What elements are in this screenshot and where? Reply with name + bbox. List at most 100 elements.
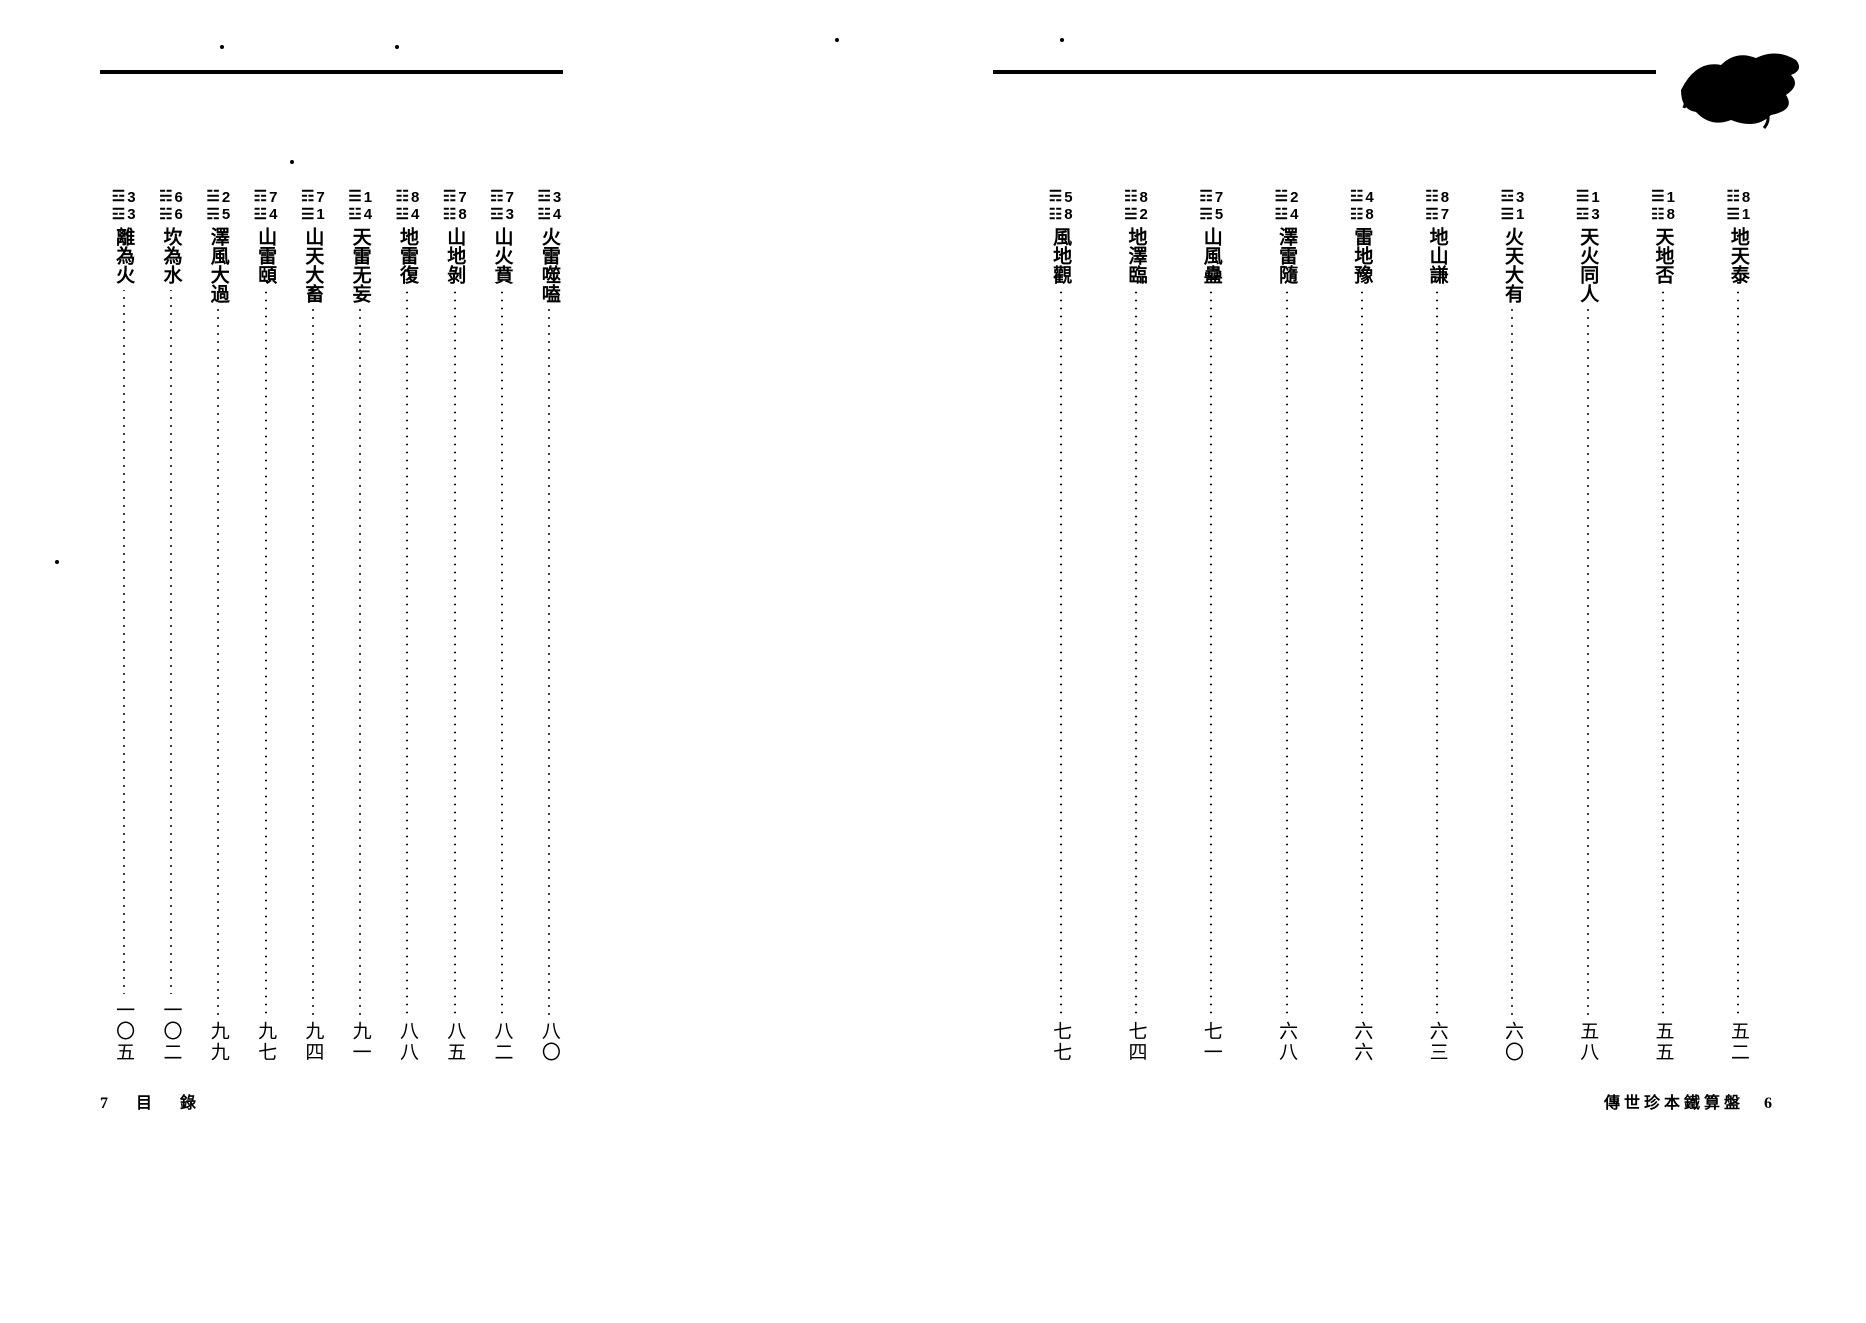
- page-number: 九九: [209, 1021, 228, 1063]
- trigram-num-upper: 1: [364, 190, 372, 206]
- hexagram-name: 山地剝: [445, 227, 464, 284]
- hexagram-symbol: ☶☰ 71: [301, 190, 325, 223]
- hexagram-name: 地雷復: [398, 227, 417, 284]
- dragon-ornament-icon: [1676, 40, 1806, 135]
- folio-right: 傳世珍本鐵算盤 6: [1604, 1089, 1776, 1113]
- trigram-lower: ☷: [1049, 208, 1062, 223]
- scan-speck: [290, 160, 294, 164]
- trigram-upper: ☰: [1576, 190, 1589, 205]
- dotted-leader: [170, 290, 172, 994]
- hexagram-name: 地澤臨: [1126, 227, 1145, 284]
- trigram-lower: ☷: [1651, 208, 1664, 223]
- trigram-upper: ☷: [396, 190, 409, 205]
- trigram-upper: ☶: [1199, 190, 1212, 205]
- hexagram-symbol: ☳☷ 48: [1350, 190, 1374, 223]
- hexagram-name: 山天大畜: [303, 227, 322, 303]
- toc-entry: ☱☴ 25 澤風大過 九九: [195, 190, 242, 1063]
- dotted-leader: [1737, 290, 1739, 1015]
- hexagram-symbol: ☲ ☲ 33: [112, 190, 136, 223]
- trigram-lower: ☲: [112, 208, 125, 223]
- trigram-num-lower: 4: [269, 207, 277, 223]
- dotted-leader: [1060, 290, 1062, 1015]
- trigram-upper: ☵: [159, 190, 172, 205]
- trigram-lower: ☱: [1124, 208, 1137, 223]
- hexagram-name: 風地觀: [1051, 227, 1070, 284]
- scan-speck: [1060, 38, 1064, 42]
- hexagram-symbol: ☲☰ 31: [1501, 190, 1525, 223]
- trigram-num-upper: 2: [1290, 190, 1298, 206]
- hexagram-symbol: ☲ ☳ 34: [537, 190, 561, 223]
- trigram-num-lower: 1: [1516, 207, 1524, 223]
- dotted-leader: [1135, 290, 1137, 1015]
- trigram-num-lower: 5: [1215, 207, 1223, 223]
- trigram-lower: ☳: [396, 208, 409, 223]
- trigram-num-lower: 1: [316, 207, 324, 223]
- hexagram-name: 山風蠱: [1202, 227, 1221, 284]
- trigram-upper: ☲: [112, 190, 125, 205]
- trigram-num-upper: 7: [316, 190, 324, 206]
- trigram-lower: ☳: [537, 208, 550, 223]
- trigram-lower: ☴: [1199, 208, 1212, 223]
- toc-entry: ☶☷ 78 山地剝 八五: [431, 190, 478, 1063]
- dotted-leader: [1511, 309, 1513, 1015]
- trigram-upper: ☶: [443, 190, 456, 205]
- trigram-num-upper: 3: [127, 190, 135, 206]
- trigram-num-upper: 3: [553, 190, 561, 206]
- toc-entry: ☱☳ 24 澤雷隨 六八: [1249, 190, 1324, 1063]
- trigram-lower: ☴: [206, 208, 219, 223]
- hexagram-name: 地天泰: [1729, 227, 1748, 284]
- trigram-num-lower: 4: [553, 207, 561, 223]
- trigram-num-upper: 6: [175, 190, 183, 206]
- page-number: 七四: [1126, 1021, 1145, 1063]
- trigram-upper: ☰: [348, 190, 361, 205]
- trigram-upper: ☲: [537, 190, 550, 205]
- dotted-leader: [1436, 290, 1438, 1015]
- hexagram-symbol: ☵☵ 66: [159, 190, 183, 223]
- dotted-leader: [312, 309, 314, 1015]
- hexagram-name: 地山謙: [1428, 227, 1447, 284]
- trigram-num-lower: 3: [506, 207, 514, 223]
- hexagram-symbol: ☱☴ 25: [206, 190, 230, 223]
- toc-entry: ☶☴ 75 山風蠱 七一: [1174, 190, 1249, 1063]
- scan-speck: [395, 45, 399, 49]
- trigram-upper: ☶: [254, 190, 267, 205]
- trigram-num-lower: 5: [222, 207, 230, 223]
- trigram-num-lower: 8: [1365, 207, 1373, 223]
- trigram-lower: ☳: [1275, 208, 1288, 223]
- toc-entry: ☷☱ 82 地澤臨 七四: [1098, 190, 1173, 1063]
- trigram-num-upper: 8: [1441, 190, 1449, 206]
- page-number: 五八: [1578, 1021, 1597, 1063]
- trigram-upper: ☲: [1501, 190, 1514, 205]
- trigram-upper: ☴: [1049, 190, 1062, 205]
- hexagram-symbol: ☰☳ 14: [348, 190, 372, 223]
- page-number: 六八: [1277, 1021, 1296, 1063]
- hexagram-name: 火雷噬嗑: [540, 227, 559, 303]
- trigram-num-upper: 7: [458, 190, 466, 206]
- trigram-num-lower: 3: [1591, 207, 1599, 223]
- trigram-num-lower: 6: [175, 207, 183, 223]
- hexagram-name: 山火賁: [493, 227, 512, 284]
- toc-entry: ☰☲ 13 天火同人 五八: [1550, 190, 1625, 1063]
- toc-entry: ☴☷ 58 風地觀 七七: [1023, 190, 1098, 1063]
- hexagram-name: 離為火: [114, 227, 133, 284]
- scan-speck: [835, 38, 839, 42]
- trigram-num-lower: 3: [127, 207, 135, 223]
- page-number: 六六: [1352, 1021, 1371, 1063]
- page-number: 八〇: [540, 1021, 559, 1063]
- trigram-upper: ☷: [1425, 190, 1438, 205]
- trigram-num-upper: 7: [1215, 190, 1223, 206]
- trigram-lower: ☶: [1425, 208, 1438, 223]
- trigram-lower: ☰: [1501, 208, 1514, 223]
- dotted-leader: [1361, 290, 1363, 1015]
- trigram-num-lower: 7: [1441, 207, 1449, 223]
- toc-entry: ☲☰ 31 火天大有 六〇: [1475, 190, 1550, 1063]
- trigram-num-lower: 1: [1742, 207, 1750, 223]
- hexagram-name: 天地否: [1654, 227, 1673, 284]
- dotted-leader: [454, 290, 456, 1015]
- dotted-leader: [1587, 309, 1589, 1015]
- trigram-num-upper: 2: [222, 190, 230, 206]
- page-right: ☷☰ 81 地天泰 五二 ☰☷ 18 天地否 五五 ☰☲ 13: [933, 0, 1866, 1323]
- dotted-leader: [1210, 290, 1212, 1015]
- hexagram-name: 坎為水: [161, 227, 180, 284]
- trigram-lower: ☳: [348, 208, 361, 223]
